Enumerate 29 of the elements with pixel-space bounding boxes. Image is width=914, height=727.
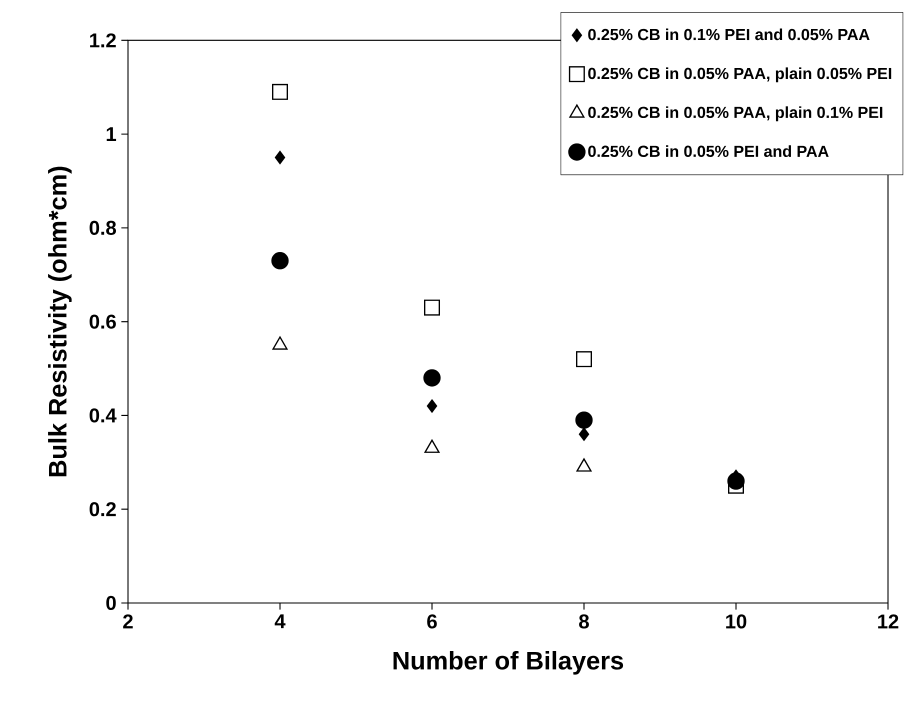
point (274, 150, 286, 164)
point (426, 399, 438, 413)
y-tick-label: 0.2 (90, 502, 116, 516)
point (272, 84, 288, 100)
x-tick-label: 12 (878, 614, 898, 628)
point (727, 472, 745, 490)
y-tick-label: 0 (106, 596, 116, 610)
x-tick-label: 10 (726, 614, 746, 629)
y-axis-title: Bulk Resistivity (ohm*cm) (48, 166, 72, 476)
legend-label: 0.25% CB in 0.05% PAA, plain 0.05% PEI (588, 67, 892, 82)
y-tick-label: 1 (106, 127, 116, 141)
point (575, 411, 593, 429)
point (578, 428, 590, 441)
point (576, 351, 592, 368)
x-tick-label: 2 (123, 614, 133, 628)
y-tick-label: 1.2 (90, 33, 116, 48)
y-tick-label: 0.6 (90, 314, 116, 329)
legend-label: 0.25% CB in 0.05% PEI and PAA (588, 145, 829, 157)
point (423, 369, 441, 387)
x-axis-title: Number of Bilayers (394, 651, 624, 675)
y-tick-label: 0.4 (90, 408, 117, 423)
legend-label: 0.25% CB in 0.1% PEI and 0.05% PAA (588, 28, 870, 40)
point (424, 300, 440, 316)
legend-label: 0.25% CB in 0.05% PAA, plain 0.1% PEI (588, 106, 882, 122)
y-tick-label: 0.8 (90, 220, 116, 235)
x-tick-label: 4 (274, 614, 286, 628)
x-tick-label: 6 (427, 614, 437, 629)
point (271, 252, 289, 270)
x-tick-label: 8 (579, 614, 589, 629)
